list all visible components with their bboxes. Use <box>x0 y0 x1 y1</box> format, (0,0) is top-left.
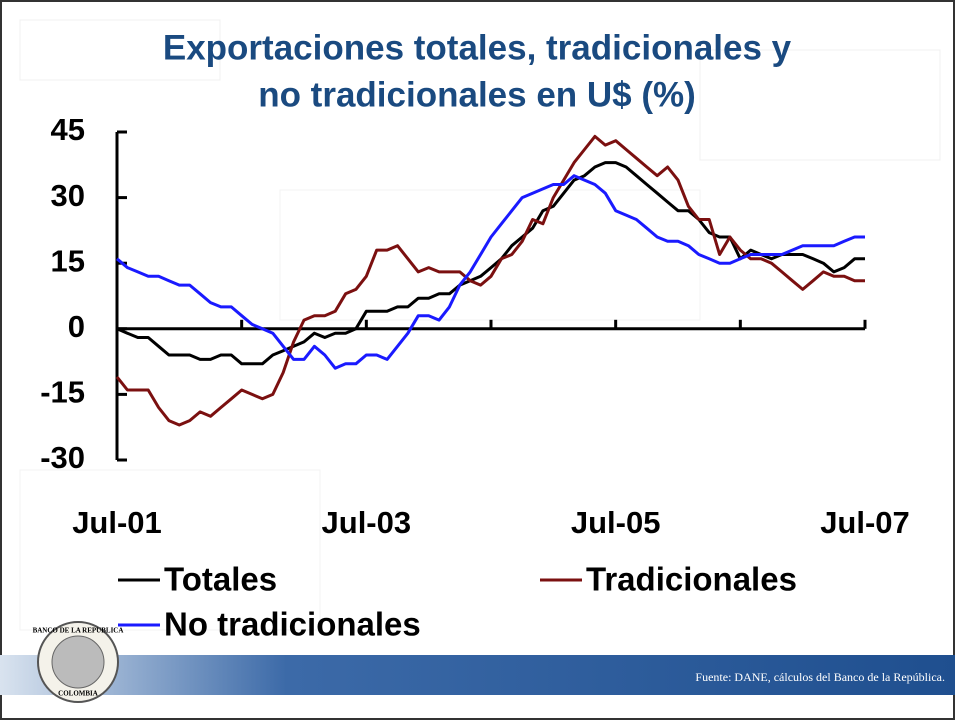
logo-text: COLOMBIA <box>58 690 98 698</box>
x-tick-label: Jul-07 <box>820 505 910 540</box>
y-tick-label: 45 <box>51 112 85 147</box>
y-tick-label: 15 <box>51 243 85 278</box>
logo: BANCO DE LA REPUBLICA COLOMBIA <box>33 621 124 703</box>
decor <box>699 49 941 161</box>
logo-text: BANCO DE LA REPUBLICA <box>33 627 124 635</box>
logo-head <box>51 635 105 689</box>
decor <box>19 469 321 631</box>
legend-label: Tradicionales <box>586 561 797 598</box>
decor <box>19 19 221 81</box>
x-tick-label: Jul-01 <box>72 505 162 540</box>
x-tick-label: Jul-03 <box>322 505 412 540</box>
chart-title: no tradicionales en U$ (%) <box>258 75 696 114</box>
chart-title: Exportaciones totales, tradicionales y <box>163 28 792 67</box>
line-series <box>116 174 865 370</box>
y-tick-label: 0 <box>68 309 85 344</box>
y-tick-label: -30 <box>40 440 85 475</box>
x-tick-label: Jul-05 <box>571 505 661 540</box>
line-series <box>115 134 865 427</box>
footer-bar <box>0 655 955 695</box>
source: Fuente: DANE, cálculos del Banco de la R… <box>695 670 945 684</box>
legend-label: Totales <box>164 561 277 598</box>
legend-label: No tradicionales <box>164 606 421 643</box>
y-tick-label: 30 <box>51 178 85 213</box>
y-tick-label: -15 <box>40 375 85 410</box>
